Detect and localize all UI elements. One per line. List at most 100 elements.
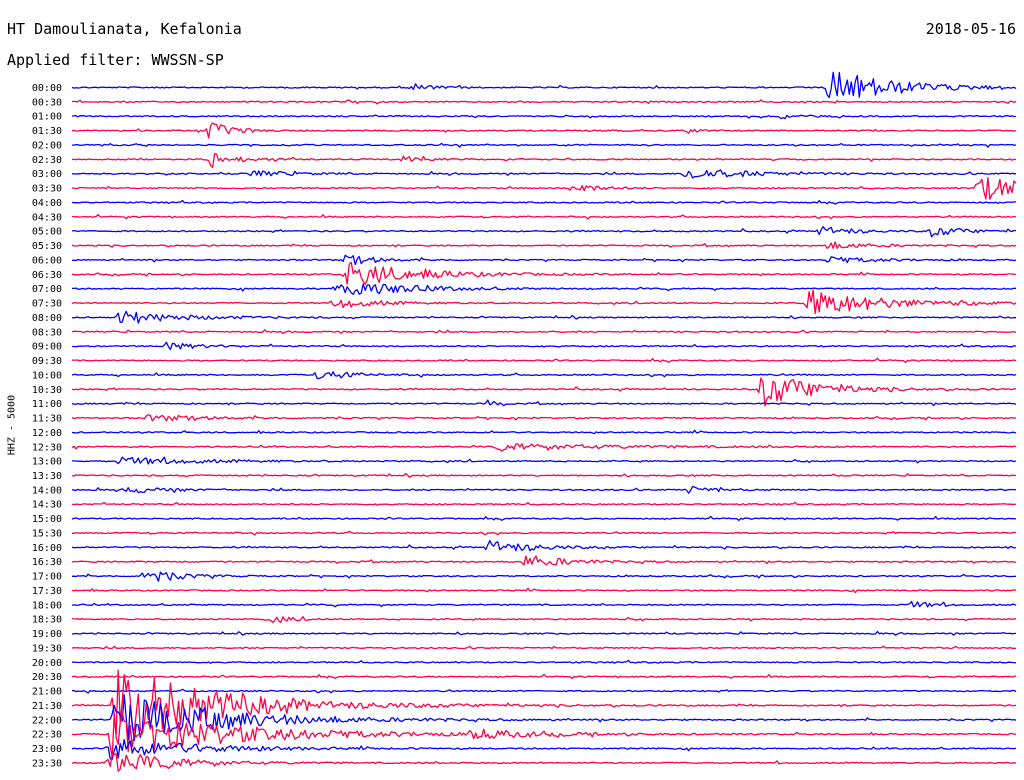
- time-label: 01:30: [32, 126, 62, 137]
- trace-line: [71, 177, 1017, 200]
- time-label: 19:30: [32, 643, 62, 654]
- time-label: 23:30: [32, 758, 62, 769]
- time-label: 09:30: [32, 356, 62, 367]
- time-label: 10:30: [32, 385, 62, 396]
- time-label: 20:00: [32, 658, 62, 669]
- time-label: 02:00: [32, 140, 62, 151]
- trace-line: [71, 501, 1017, 506]
- trace-line: [71, 694, 1017, 742]
- trace-line: [71, 688, 1017, 694]
- time-label: 04:00: [32, 198, 62, 209]
- time-label: 18:30: [32, 615, 62, 626]
- time-label: 11:30: [32, 414, 62, 425]
- trace-line: [71, 226, 1017, 238]
- time-label: 12:30: [32, 442, 62, 453]
- time-label: 11:00: [32, 399, 62, 410]
- time-label: 03:00: [32, 169, 62, 180]
- trace-line: [71, 371, 1017, 380]
- time-label: 00:00: [32, 83, 62, 94]
- trace-line: [71, 739, 1017, 760]
- time-label: 21:00: [32, 687, 62, 698]
- time-label: 18:00: [32, 600, 62, 611]
- time-label: 07:30: [32, 299, 62, 310]
- trace-line: [72, 530, 1016, 536]
- trace-line: [71, 289, 1017, 315]
- time-label: 15:00: [32, 514, 62, 525]
- trace-line: [71, 630, 1017, 636]
- trace-line: [72, 341, 1017, 351]
- trace-line: [71, 645, 1017, 650]
- time-label: 21:30: [32, 701, 62, 712]
- trace-line: [71, 571, 1017, 582]
- time-label: 04:30: [32, 212, 62, 223]
- trace-line: [71, 399, 1017, 407]
- trace-line: [71, 600, 1017, 608]
- trace-line: [71, 616, 1017, 624]
- time-label: 08:30: [32, 327, 62, 338]
- trace-line: [71, 199, 1017, 205]
- trace-line: [71, 711, 1017, 758]
- trace-line: [71, 310, 1017, 324]
- time-label: 23:00: [32, 744, 62, 755]
- time-label: 20:30: [32, 672, 62, 683]
- time-label: 19:00: [32, 629, 62, 640]
- trace-line: [71, 456, 1017, 465]
- trace-line: [71, 443, 1017, 452]
- trace-line: [71, 261, 1017, 285]
- trace-line: [71, 540, 1017, 552]
- time-label: 06:00: [32, 255, 62, 266]
- trace-line: [71, 587, 1017, 594]
- time-label: 05:00: [32, 227, 62, 238]
- trace-line: [71, 473, 1017, 478]
- time-label: 06:30: [32, 270, 62, 281]
- date-label: 2018-05-16: [925, 20, 1016, 38]
- time-label: 17:00: [32, 572, 62, 583]
- time-label: 02:30: [32, 155, 62, 166]
- time-label: 08:00: [32, 313, 62, 324]
- time-label: 10:00: [32, 370, 62, 381]
- trace-line: [72, 142, 1017, 148]
- trace-line: [71, 429, 1017, 435]
- filter-label: Applied filter: WWSSN-SP: [7, 51, 224, 69]
- time-label: 16:30: [32, 557, 62, 568]
- trace-line: [71, 241, 1017, 250]
- time-label: 15:30: [32, 528, 62, 539]
- time-label: 17:30: [32, 586, 62, 597]
- time-label: 05:30: [32, 241, 62, 252]
- traces: [71, 71, 1017, 772]
- time-labels: 00:00 00:30 01:00 01:30 02:00 02:30 03:00 03:30…: [32, 83, 62, 769]
- time-label: 22:30: [32, 730, 62, 741]
- time-label: 03:30: [32, 184, 62, 195]
- trace-line: [71, 254, 1017, 266]
- time-label: 07:00: [32, 284, 62, 295]
- time-label: 14:00: [32, 485, 62, 496]
- trace-line: [72, 283, 1017, 295]
- trace-line: [71, 357, 1017, 364]
- trace-line: [71, 515, 1017, 522]
- trace-line: [71, 377, 1017, 407]
- time-label: 16:00: [32, 543, 62, 554]
- trace-line: [71, 753, 1017, 772]
- trace-line: [72, 659, 1017, 664]
- trace-line: [71, 152, 1017, 169]
- trace-line: [71, 99, 1017, 105]
- trace-line: [71, 213, 1017, 220]
- time-label: 22:00: [32, 715, 62, 726]
- time-label: 00:30: [32, 97, 62, 108]
- trace-line: [71, 669, 1017, 735]
- trace-line: [71, 71, 1017, 99]
- time-label: 01:00: [32, 112, 62, 123]
- trace-line: [71, 555, 1017, 566]
- trace-line: [71, 485, 1017, 494]
- trace-line: [71, 114, 1017, 120]
- time-label: 12:00: [32, 428, 62, 439]
- time-label: 14:30: [32, 500, 62, 511]
- trace-line: [71, 414, 1017, 422]
- time-label: 13:00: [32, 457, 62, 468]
- trace-line: [71, 122, 1017, 139]
- trace-line: [71, 673, 1017, 680]
- trace-line: [71, 169, 1017, 179]
- trace-line: [71, 329, 1017, 335]
- time-label: 13:30: [32, 471, 62, 482]
